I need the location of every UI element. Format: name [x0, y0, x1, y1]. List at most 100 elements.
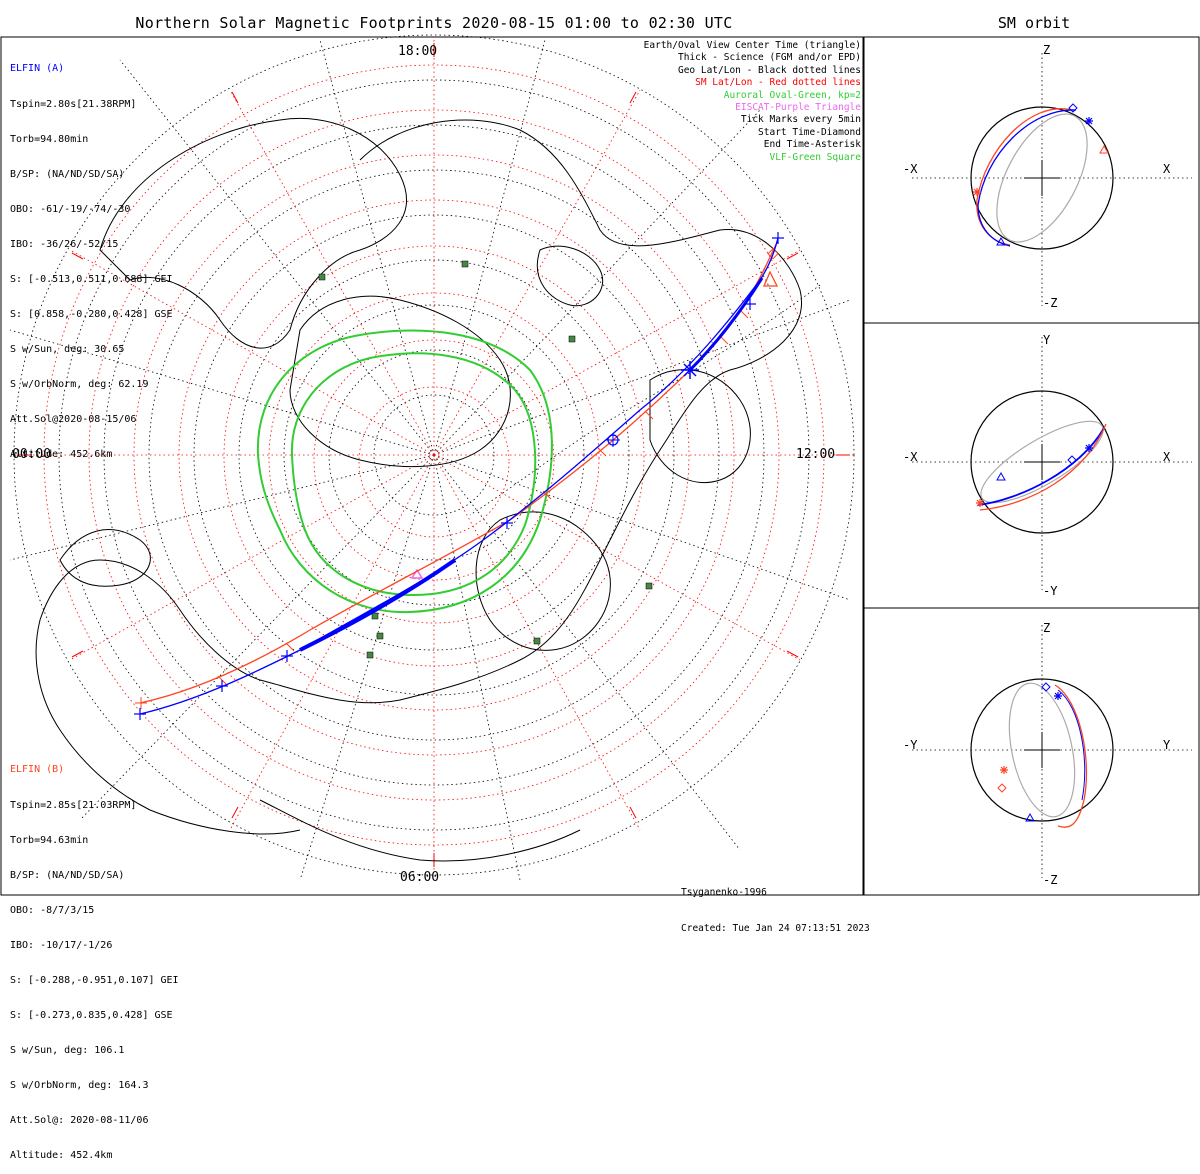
panel2-bottom-label: -Y: [1043, 584, 1058, 598]
vlf-square: [533, 637, 541, 645]
info-line: S: [0.858,-0.280,0.428] GSE: [10, 309, 173, 321]
orbit-asterisk: [976, 499, 984, 507]
hour-label-left: 00:00: [12, 447, 52, 462]
legend-item: SM Lat/Lon - Red dotted lines: [695, 77, 861, 89]
track-a-science: [688, 277, 764, 372]
sm-meridian: [433, 89, 641, 456]
info-line: S w/OrbNorm, deg: 62.19: [10, 379, 149, 391]
panel1-bottom-label: -Z: [1043, 296, 1058, 310]
elfin-a-info: ELFIN (A) Tspin=2.80s[21.38RPM] Torb=94.…: [10, 40, 173, 473]
orbit-asterisk: [1085, 444, 1093, 452]
coastline-island: [536, 245, 604, 307]
info-line: Tspin=2.80s[21.38RPM]: [10, 98, 137, 110]
orbit-gray: [980, 420, 1104, 504]
panel1-left-label: -X: [903, 162, 918, 176]
track-elfin-a: [134, 232, 784, 720]
legend-item: VLF-Green Square: [769, 151, 861, 163]
coastline-scandinavia: [475, 511, 611, 651]
view-center-triangle: [763, 270, 779, 287]
orbit-a: [977, 109, 1077, 247]
legend: Earth/Oval View Center Time (triangle) T…: [644, 40, 861, 164]
orbit-a: [1057, 689, 1086, 801]
legend-item: Earth/Oval View Center Time (triangle): [643, 40, 861, 51]
orbit-gray: [1008, 682, 1076, 818]
info-line: B/SP: (NA/ND/SD/SA): [10, 168, 125, 180]
orbit-asterisk: [1085, 117, 1093, 125]
info-line: Att.Sol@: 2020-08-11/06: [10, 1115, 149, 1127]
geo-meridian: [433, 299, 851, 456]
geo-meridian: [433, 454, 521, 881]
track-a-line: [139, 237, 779, 715]
model-label: Tsyganenko-1996: [681, 887, 767, 898]
geo-meridian: [319, 39, 435, 456]
coastline-arctic-islands: [289, 295, 511, 468]
orbit-diamond: [1041, 682, 1051, 692]
orbit-diamond: [1067, 455, 1077, 465]
hour-tick: [629, 806, 637, 819]
elfin-b-name: ELFIN (B): [10, 764, 65, 776]
geo-meridian: [119, 59, 435, 456]
info-line: S w/Sun, deg: 106.1: [10, 1045, 125, 1057]
hour-tick: [786, 252, 799, 260]
sm-meridian: [229, 454, 435, 831]
hour-label-bottom: 06:00: [400, 870, 440, 885]
tick-mark: [597, 447, 607, 457]
geo-meridian: [433, 454, 851, 601]
sm-meridian: [433, 454, 801, 661]
geo-lat-circle: [193, 214, 675, 696]
coastline-greenland: [99, 117, 407, 349]
legend-item: Geo Lat/Lon - Black dotted lines: [677, 64, 861, 76]
geo-grid: [9, 34, 855, 881]
info-line: S: [-0.288,-0.951,0.107] GEI: [10, 974, 179, 986]
track-elfin-b: [135, 239, 779, 709]
sm-lat-circle: [133, 154, 735, 756]
auroral-oval-inner: [290, 352, 537, 597]
coastlines: [35, 117, 802, 862]
info-line: IBO: -10/17/-1/26: [10, 939, 113, 951]
orbit-triangle: [1025, 812, 1035, 822]
end-asterisk: [135, 697, 147, 709]
info-line: Altitude: 452.6km: [10, 449, 113, 461]
sm-lat-circle: [313, 339, 555, 581]
track-b-line: [139, 239, 779, 704]
coastline-alaska: [649, 369, 751, 484]
sm-lat-circle: [358, 386, 510, 538]
track-a-science: [299, 558, 457, 652]
figure-canvas: [0, 34, 1200, 896]
start-diamond-a: [606, 433, 620, 447]
legend-item: Thick - Science (FGM and/or EPD): [677, 52, 861, 64]
panel1-right-label: X: [1163, 162, 1171, 176]
info-line: IBO: -36/26/-52/15: [10, 238, 119, 250]
hour-tick: [71, 650, 84, 658]
elfin-a-name: ELFIN (A): [10, 63, 65, 75]
view-center-asterisk: [681, 361, 699, 379]
geo-lat-circle: [148, 169, 720, 741]
figure-title: Northern Solar Magnetic Footprints 2020-…: [135, 14, 733, 32]
hour-label-right: 12:00: [796, 447, 836, 462]
info-line: S: [-0.273,0.835,0.428] GSE: [10, 1010, 173, 1022]
orbit-asterisk: [1054, 692, 1062, 700]
map-frame: [0, 36, 864, 896]
sm-meridian: [69, 454, 435, 661]
geo-lat-circle: [58, 79, 810, 831]
coastline-island: [59, 529, 151, 587]
geo-lat-circle: [103, 124, 765, 786]
geo-lat-circle: [373, 394, 495, 516]
orbit-triangle: [996, 236, 1006, 246]
orbit-a: [977, 427, 1105, 506]
vlf-square: [461, 260, 469, 268]
hour-label-top: 18:00: [398, 44, 438, 59]
hour-tick: [231, 806, 239, 819]
info-line: Tspin=2.85s[21.03RPM]: [10, 799, 137, 811]
legend-item: Start Time-Diamond: [758, 126, 861, 138]
geo-meridian: [433, 454, 741, 851]
orbit-asterisk: [1000, 766, 1008, 774]
info-line: OBO: -61/-19/-74/-30: [10, 203, 131, 215]
eiscat-triangle: [410, 568, 424, 579]
orbit-frame: [863, 36, 1200, 896]
sm-lat-circle: [178, 199, 690, 711]
orbit-b: [1054, 684, 1088, 828]
panel2-left-label: -X: [903, 450, 918, 464]
vlf-square: [376, 632, 384, 640]
elfin-b-info: ELFIN (B) Tspin=2.85s[21.03RPM] Torb=94.…: [10, 741, 179, 1174]
